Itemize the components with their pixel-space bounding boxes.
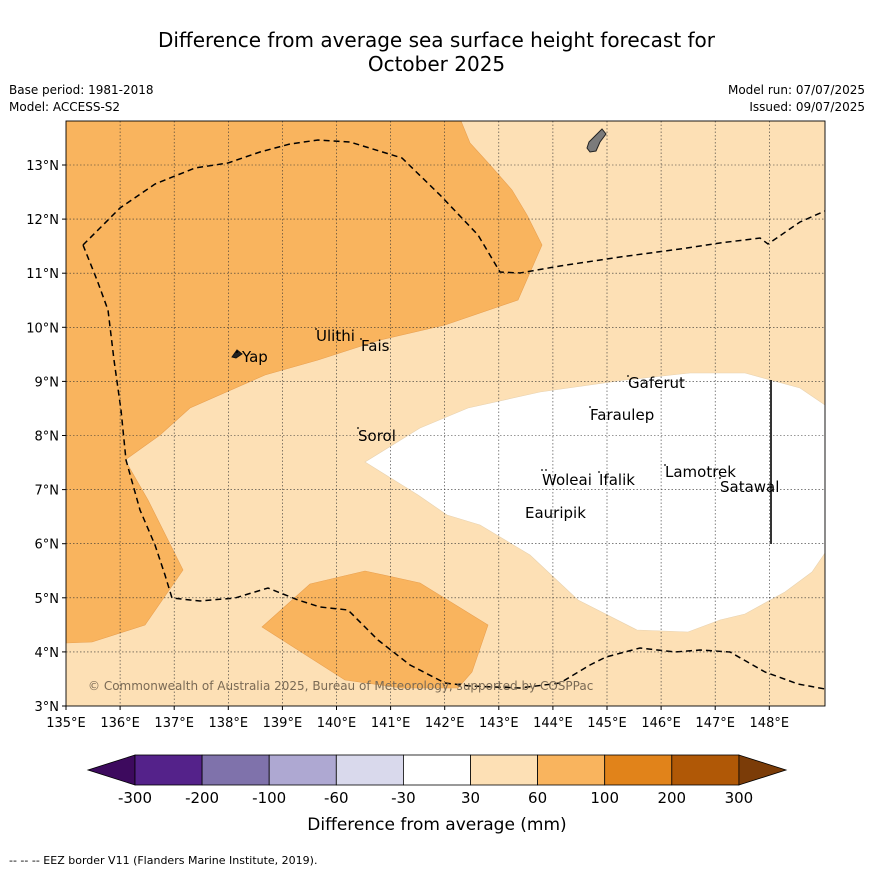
lon-tick-label: 141°E	[371, 716, 411, 731]
colorbar-cell	[201, 754, 270, 786]
lat-tick-label: 10°N	[26, 321, 59, 336]
colorbar-cell	[604, 754, 673, 786]
lat-tick-label: 9°N	[35, 375, 60, 390]
colorbar-cell	[402, 754, 471, 786]
map-plot-area	[66, 121, 825, 706]
lon-tick-label: 135°E	[46, 716, 86, 731]
lon-tick-label: 137°E	[154, 716, 194, 731]
map-frame	[65, 120, 826, 707]
lat-tick-label: 11°N	[26, 267, 59, 282]
map-gridlines	[66, 121, 825, 706]
colorbar: -300 -200 -100 -60 -30 30 60 100 200 300 Differen…	[86, 754, 788, 835]
region-minus30-30	[364, 372, 825, 633]
region-60-100-south	[261, 570, 489, 689]
place-woleai: Woleai	[542, 471, 592, 489]
colorbar-tick-label: 30	[461, 789, 480, 807]
colorbar-tick-label: -60	[324, 789, 349, 807]
model-run: Model run: 07/07/2025	[727, 83, 865, 97]
colorbar-cell	[268, 754, 337, 786]
lon-tick-label: 139°E	[263, 716, 303, 731]
colorbar-tick-label: -200	[185, 789, 219, 807]
place-ifalik: Ifalik	[599, 471, 635, 489]
place-satawal: Satawal	[720, 478, 779, 496]
colorbar-cell	[671, 754, 740, 786]
eez-border-line	[82, 139, 825, 690]
place-gaferut: Gaferut	[628, 374, 685, 392]
place-fais: Fais	[361, 337, 390, 355]
lon-tick-label: 140°E	[317, 716, 357, 731]
colorbar-tick-label: 300	[725, 789, 754, 807]
colorbar-tick-labels: -300 -200 -100 -60 -30 30 60 100 200 300	[118, 789, 753, 807]
colorbar-tick-label: 200	[657, 789, 686, 807]
base-period: Base period: 1981-2018	[9, 83, 154, 97]
colorbar-tick-label: 60	[528, 789, 547, 807]
lon-tick-label: 148°E	[750, 716, 790, 731]
colorbar-tick-label: -100	[252, 789, 286, 807]
colorbar-cell	[134, 754, 203, 786]
colorbar-cells	[86, 754, 788, 786]
lat-tick-label: 5°N	[35, 592, 60, 607]
guam-island	[586, 128, 607, 153]
yap-island	[231, 349, 243, 359]
copyright-text: © Commonwealth of Australia 2025, Bureau…	[88, 679, 593, 693]
issued-date: Issued: 09/07/2025	[749, 100, 865, 114]
lat-tick-label: 4°N	[35, 646, 60, 661]
region-60-100-north	[66, 121, 543, 644]
place-labels: Yap Ulithi Fais Sorol Gaferut Faraulep W…	[236, 327, 779, 522]
longitude-axis: 135°E 136°E 137°E 138°E 139°E 140°E 141°E 142°E…	[46, 706, 789, 731]
lat-tick-label: 7°N	[35, 484, 60, 499]
lon-tick-label: 136°E	[100, 716, 140, 731]
colorbar-cell	[537, 754, 606, 786]
lon-tick-label: 144°E	[533, 716, 573, 731]
lon-tick-label: 138°E	[209, 716, 249, 731]
colorbar-cell	[335, 754, 404, 786]
colorbar-tick-label: -30	[391, 789, 416, 807]
lon-tick-label: 142°E	[425, 716, 465, 731]
place-lamotrek: Lamotrek	[665, 463, 736, 481]
model-name: Model: ACCESS-S2	[9, 100, 121, 114]
lat-tick-label: 8°N	[35, 430, 60, 445]
colorbar-tick-label: 100	[590, 789, 619, 807]
lon-tick-label: 145°E	[587, 716, 627, 731]
title-line-1: Difference from average sea surface heig…	[157, 28, 716, 52]
place-sorol: Sorol	[358, 427, 396, 445]
place-yap: Yap	[241, 348, 268, 366]
colorbar-label: Difference from average (mm)	[307, 815, 566, 835]
colorbar-tick-label: -300	[118, 789, 152, 807]
lon-tick-label: 143°E	[479, 716, 519, 731]
eez-legend-footer: -- -- -- EEZ border V11 (Flanders Marine…	[9, 854, 318, 867]
lat-tick-label: 3°N	[35, 700, 60, 715]
title-line-2: October 2025	[367, 52, 506, 76]
place-eauripik: Eauripik	[525, 504, 586, 522]
lat-tick-label: 6°N	[35, 538, 60, 553]
lat-tick-label: 13°N	[26, 159, 59, 174]
colorbar-cell	[470, 754, 538, 786]
meta-right: Model run: 07/07/2025 Issued: 09/07/2025	[728, 83, 865, 117]
colorbar-extend-low	[86, 754, 136, 786]
latitude-axis: 3°N 4°N 5°N 6°N 7°N 8°N 9°N 10°N 11°N 12°N 13°N	[26, 159, 66, 715]
lat-tick-label: 12°N	[26, 213, 59, 228]
lon-tick-label: 146°E	[641, 716, 681, 731]
colorbar-extend-high	[738, 754, 788, 786]
meta-left: Base period: 1981-2018 Model: ACCESS-S2	[9, 83, 154, 117]
place-faraulep: Faraulep	[590, 406, 654, 424]
lon-tick-label: 147°E	[695, 716, 735, 731]
place-ulithi: Ulithi	[316, 327, 355, 345]
map-title: Difference from average sea surface heig…	[0, 28, 873, 76]
